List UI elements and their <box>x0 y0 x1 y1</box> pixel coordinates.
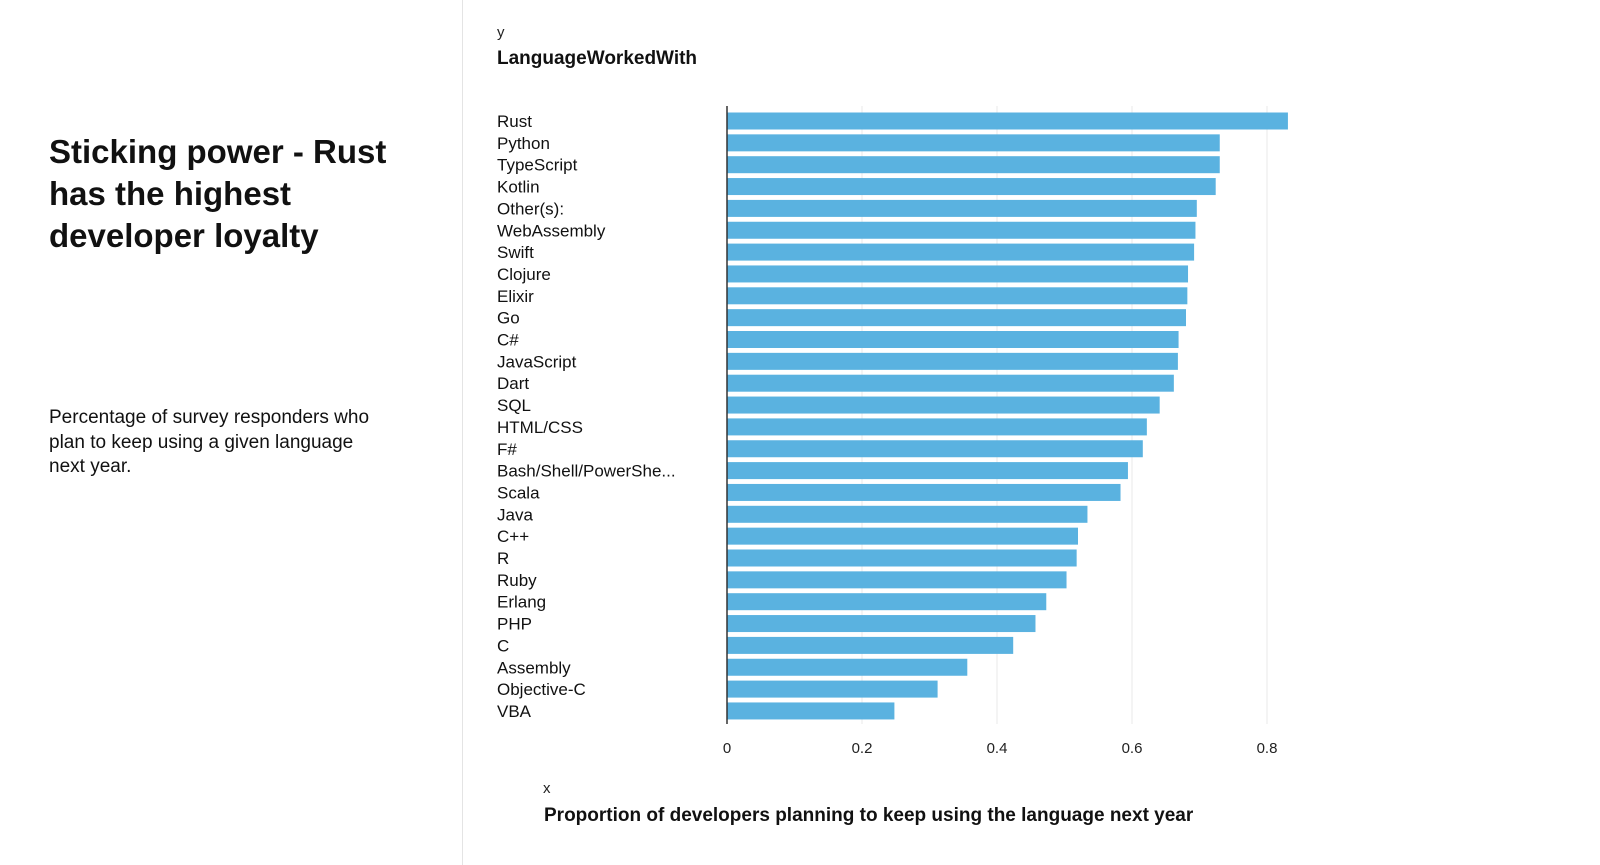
bar <box>727 549 1077 567</box>
page-title: Sticking power - Rust has the highest de… <box>49 133 387 254</box>
panel-divider <box>462 0 463 865</box>
bar <box>727 615 1036 633</box>
x-tick-label: 0.8 <box>1257 740 1278 757</box>
y-tick-label: C++ <box>497 527 529 546</box>
bar <box>727 221 1196 239</box>
y-tick-label: Ruby <box>497 571 537 590</box>
y-tick-label: C <box>497 636 509 655</box>
y-tick-label: SQL <box>497 396 531 415</box>
bar <box>727 702 895 720</box>
y-tick-label: Dart <box>497 374 529 393</box>
bar-chart: 0 0.2 0.4 0.6 0.8 Rust Python TypeScript Kotlin O… <box>497 106 1288 757</box>
bar <box>727 199 1197 217</box>
y-tick-label: JavaScript <box>497 352 577 371</box>
bar <box>727 462 1128 480</box>
bar <box>727 418 1147 436</box>
bar <box>727 658 968 676</box>
y-tick-label: R <box>497 549 509 568</box>
x-tick-label: 0.6 <box>1122 740 1143 757</box>
bar <box>727 178 1216 196</box>
y-tick-label: Swift <box>497 243 534 262</box>
bar <box>727 309 1186 327</box>
y-tick-label: VBA <box>497 702 532 721</box>
bar <box>727 483 1121 501</box>
x-axis-title: Proportion of developers planning to kee… <box>544 805 1194 826</box>
y-tick-label: Rust <box>497 112 532 131</box>
bar <box>727 265 1189 283</box>
bar <box>727 440 1143 458</box>
y-tick-label: Scala <box>497 483 540 502</box>
y-tick-label: C# <box>497 331 519 350</box>
y-tick-label: Go <box>497 309 520 328</box>
y-tick-label: F# <box>497 440 517 459</box>
y-tick-label: Objective-C <box>497 680 586 699</box>
y-tick-label: Bash/Shell/PowerShe... <box>497 462 676 481</box>
x-tick-label: 0.2 <box>852 740 873 757</box>
y-tick-label: Elixir <box>497 287 534 306</box>
bar <box>727 243 1195 261</box>
bar <box>727 331 1179 348</box>
bar <box>727 396 1160 414</box>
x-axis-variable: x <box>543 780 551 797</box>
page-subtitle: Percentage of survey responders who plan… <box>49 407 370 477</box>
bar <box>727 680 938 698</box>
y-tick-label: Other(s): <box>497 199 564 218</box>
y-tick-label: Erlang <box>497 593 546 612</box>
bar <box>727 156 1220 174</box>
y-tick-label: PHP <box>497 615 532 634</box>
y-tick-label: Assembly <box>497 658 571 677</box>
y-axis-variable: y <box>497 24 505 41</box>
bar <box>727 593 1047 611</box>
bar <box>727 571 1067 589</box>
bar <box>727 112 1288 130</box>
y-tick-label: Clojure <box>497 265 551 284</box>
y-tick-label: HTML/CSS <box>497 418 583 437</box>
bar <box>727 287 1188 305</box>
bar <box>727 527 1078 545</box>
y-tick-label: Kotlin <box>497 178 540 197</box>
left-panel: Sticking power - Rust has the highest de… <box>0 0 462 865</box>
bar <box>727 505 1088 523</box>
y-axis-title: LanguageWorkedWith <box>497 48 698 69</box>
bar <box>727 374 1174 392</box>
x-tick-label: 0 <box>723 740 731 757</box>
bar <box>727 636 1014 654</box>
y-tick-label: TypeScript <box>497 156 578 175</box>
y-tick-label: Python <box>497 134 550 153</box>
bar <box>727 134 1220 152</box>
x-tick-label: 0.4 <box>987 740 1008 757</box>
y-tick-label: WebAssembly <box>497 221 606 240</box>
bar <box>727 352 1178 370</box>
y-tick-label: Java <box>497 505 533 524</box>
